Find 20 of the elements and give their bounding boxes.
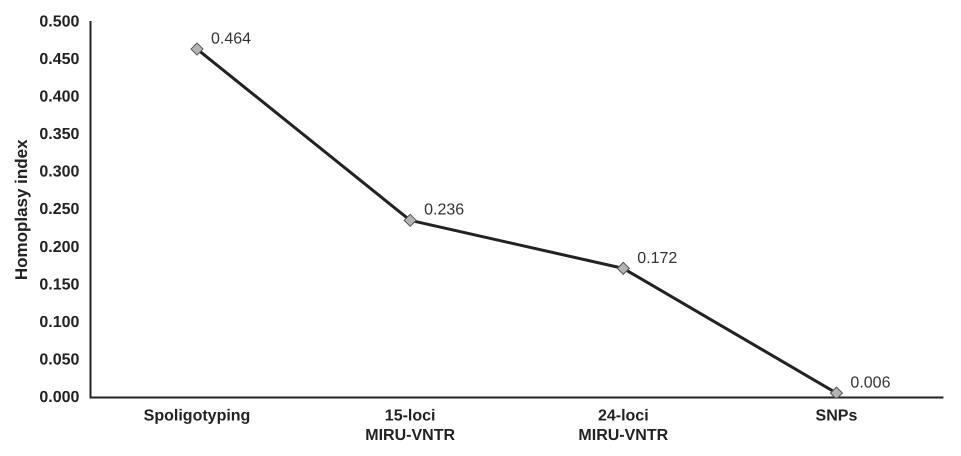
y-tick-label: 0.150 <box>39 276 80 294</box>
y-tick-label: 0.400 <box>39 88 80 106</box>
y-tick-label: 0.250 <box>39 201 80 218</box>
data-label: 0.172 <box>637 250 678 267</box>
y-tick-label: 0.000 <box>39 389 80 406</box>
data-label: 0.464 <box>211 30 252 48</box>
x-tick-label: 24-loci MIRU-VNTR <box>578 408 669 444</box>
y-axis-title: Homoplasy index <box>12 138 31 280</box>
y-tick-label: 0.200 <box>39 238 80 256</box>
y-tick-label: 0.350 <box>39 126 80 144</box>
data-label: 0.006 <box>850 374 891 392</box>
y-tick-label: 0.500 <box>39 13 80 30</box>
y-tick-label: 0.050 <box>39 351 80 368</box>
y-tick-label: 0.450 <box>39 50 80 68</box>
y-tick-label: 0.100 <box>39 314 80 331</box>
data-label: 0.236 <box>424 202 464 219</box>
y-tick-label: 0.300 <box>39 164 80 181</box>
x-tick-label: Spoligotyping <box>144 408 250 425</box>
x-tick-label: 15-loci MIRU-VNTR <box>365 408 456 444</box>
x-tick-label: SNPs <box>816 408 858 425</box>
